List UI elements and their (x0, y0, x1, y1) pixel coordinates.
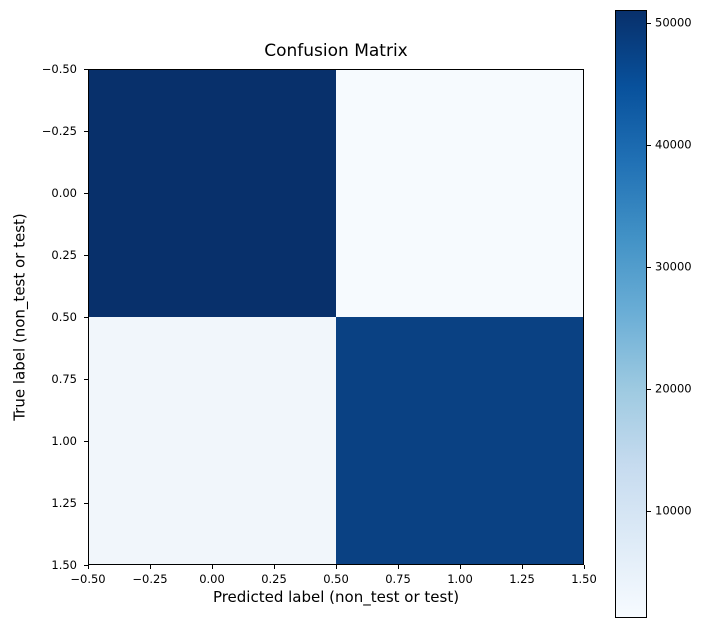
y-tick-mark (84, 69, 88, 70)
colorbar-tick-mark (647, 23, 651, 24)
x-tick-label: 0.25 (261, 572, 287, 586)
x-tick-mark (150, 565, 151, 569)
matrix-cell-r1c0 (89, 317, 336, 564)
y-tick-mark (84, 379, 88, 380)
y-tick-mark (84, 441, 88, 442)
x-tick-label: 1.50 (571, 572, 597, 586)
y-tick-label: 1.50 (51, 558, 77, 572)
y-tick-mark (84, 565, 88, 566)
y-tick-mark (84, 131, 88, 132)
colorbar-tick-mark (647, 389, 651, 390)
y-tick-mark (84, 255, 88, 256)
y-tick-label: −0.25 (41, 124, 77, 138)
x-tick-mark (584, 565, 585, 569)
colorbar-tick-mark (647, 511, 651, 512)
heatmap-grid (89, 70, 583, 564)
colorbar (615, 10, 647, 618)
colorbar-tick-label: 30000 (655, 259, 692, 274)
x-tick-mark (88, 565, 89, 569)
x-tick-label: 0.00 (199, 572, 225, 586)
x-tick-mark (460, 565, 461, 569)
colorbar-tick-label: 10000 (655, 503, 692, 518)
x-tick-label: 0.50 (323, 572, 349, 586)
x-tick-label: 1.25 (509, 572, 535, 586)
y-tick-label: 1.25 (51, 496, 77, 510)
y-tick-label: −0.50 (41, 62, 77, 76)
y-tick-label: 0.25 (51, 248, 77, 262)
matrix-cell-r0c0 (89, 70, 336, 317)
colorbar-tick-label: 50000 (655, 15, 692, 30)
x-tick-mark (522, 565, 523, 569)
x-tick-label: 0.75 (385, 572, 411, 586)
y-tick-label: 0.50 (51, 310, 77, 324)
y-tick-mark (84, 503, 88, 504)
x-tick-mark (398, 565, 399, 569)
x-tick-label: −0.25 (132, 572, 168, 586)
colorbar-tick-label: 20000 (655, 381, 692, 396)
x-tick-mark (336, 565, 337, 569)
y-tick-mark (84, 317, 88, 318)
x-tick-label: −0.50 (70, 572, 106, 586)
x-axis-label: Predicted label (non_test or test) (212, 588, 460, 606)
y-tick-label: 0.75 (51, 372, 77, 386)
x-tick-mark (274, 565, 275, 569)
y-tick-label: 0.00 (51, 186, 77, 200)
y-axis-label: True label (non_test or test) (10, 213, 29, 421)
matrix-cell-r0c1 (336, 70, 583, 317)
y-tick-mark (84, 193, 88, 194)
x-tick-label: 1.00 (447, 572, 473, 586)
colorbar-tick-mark (647, 267, 651, 268)
x-tick-mark (212, 565, 213, 569)
y-tick-label: 1.00 (51, 434, 77, 448)
colorbar-tick-mark (647, 145, 651, 146)
matrix-cell-r1c1 (336, 317, 583, 564)
chart-title: Confusion Matrix (264, 41, 408, 61)
colorbar-tick-label: 40000 (655, 137, 692, 152)
plot-area (88, 69, 584, 565)
